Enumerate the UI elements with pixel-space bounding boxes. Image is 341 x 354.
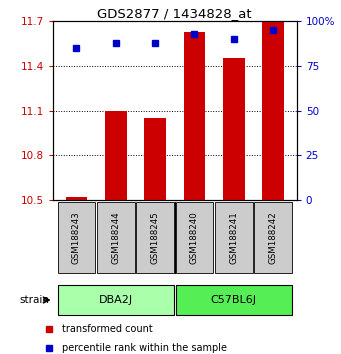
Bar [97, 202, 135, 273]
Text: DBA2J: DBA2J [99, 295, 133, 305]
Bar [65, 197, 87, 200]
Bar [215, 202, 253, 273]
Bar [176, 202, 213, 273]
Bar [176, 285, 292, 315]
Bar [105, 110, 127, 200]
Text: GSM188240: GSM188240 [190, 211, 199, 264]
Text: GSM188244: GSM188244 [111, 211, 120, 264]
Bar [223, 58, 244, 200]
Bar [183, 32, 205, 200]
Bar [262, 18, 284, 200]
Bar [58, 202, 95, 273]
Text: transformed count: transformed count [62, 324, 153, 333]
Text: strain: strain [19, 295, 49, 305]
Text: percentile rank within the sample: percentile rank within the sample [62, 343, 227, 353]
Bar [136, 202, 174, 273]
Text: GSM188242: GSM188242 [269, 211, 278, 264]
Bar [58, 285, 174, 315]
Text: C57BL6J: C57BL6J [211, 295, 257, 305]
Text: GSM188243: GSM188243 [72, 211, 81, 264]
Bar [144, 118, 166, 200]
Bar [254, 202, 292, 273]
Title: GDS2877 / 1434828_at: GDS2877 / 1434828_at [98, 7, 252, 20]
Text: GSM188245: GSM188245 [151, 211, 160, 264]
Text: GSM188241: GSM188241 [229, 211, 238, 264]
